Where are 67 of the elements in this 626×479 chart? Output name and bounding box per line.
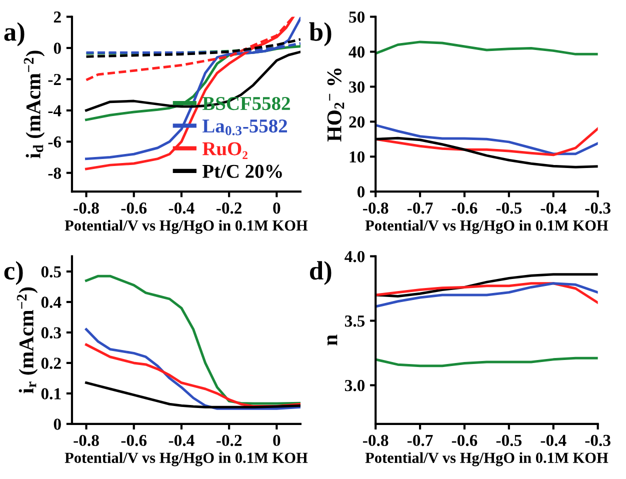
y-tick-label: 30 — [349, 81, 365, 93]
x-tick-label: -0.7 — [407, 434, 433, 446]
x-tick-label: -0.6 — [452, 202, 478, 214]
y-tick-label: 0.1 — [41, 388, 61, 400]
x-tick-label: 0 — [273, 434, 280, 446]
y-tick-label: -2 — [48, 74, 61, 85]
line-series — [85, 382, 300, 408]
text: d) — [310, 261, 332, 285]
y-axis-title: n — [327, 334, 338, 346]
x-tick-label: -0.4 — [168, 434, 194, 446]
x-tick-label: -0.8 — [74, 434, 99, 446]
line-series — [376, 356, 598, 368]
line-series — [376, 282, 598, 308]
y-tick-label: 3.0 — [344, 380, 365, 392]
y-tick-label: 50 — [349, 11, 365, 23]
x-tick-label: -0.8 — [363, 434, 388, 446]
line-series — [85, 328, 300, 410]
x-tick-label: -0.3 — [585, 202, 610, 214]
y-tick-label: 0.3 — [41, 327, 62, 338]
x-axis-title: Potential/V vs Hg/HgO in 0.1M KOH — [64, 452, 308, 466]
x-axis-title: Potential/V vs Hg/HgO in 0.1M KOH — [365, 452, 608, 466]
x-tick-label: 0 — [273, 202, 280, 214]
y-axis-title: i$_{d}$ (mAcm$^{−2}$) — [24, 50, 45, 158]
y-tick-label: 0.4 — [41, 296, 62, 308]
y-tick-label: 3.5 — [344, 315, 365, 327]
y-tick-label: 20 — [349, 116, 365, 128]
y-tick-label: 0.5 — [41, 266, 61, 278]
line-series — [85, 50, 300, 112]
x-tick-label: -0.8 — [74, 202, 99, 214]
y-axis-title: i$_{r}$ (mAcm$^{−2}$) — [16, 287, 38, 394]
x-axis-title: Potential/V vs Hg/HgO in 0.1M KOH — [64, 220, 308, 234]
x-axis-title: Potential/V vs Hg/HgO in 0.1M KOH — [365, 220, 608, 234]
text: c) — [4, 261, 23, 285]
line-series — [85, 274, 300, 405]
y-tick-label: -6 — [48, 136, 62, 148]
text: b) — [309, 22, 332, 46]
y-tick-label: 40 — [348, 46, 365, 58]
x-tick-label: -0.4 — [540, 202, 566, 214]
x-tick-label: -0.6 — [452, 434, 478, 446]
x-tick-label: -0.7 — [407, 202, 433, 214]
legend-label: La$_{0.3}$-5582 — [202, 119, 288, 136]
y-tick-label: 0 — [54, 42, 61, 54]
text: a) — [4, 22, 24, 46]
y-tick-label: 0.2 — [41, 358, 61, 369]
y-tick-label: -4 — [48, 105, 62, 116]
y-tick-label: 0 — [357, 186, 365, 198]
y-tick-label: 0 — [54, 418, 61, 430]
legend-label: Pt/C 20% — [202, 164, 282, 178]
x-tick-label: -0.3 — [585, 434, 610, 446]
y-tick-label: 4.0 — [344, 250, 365, 262]
x-tick-label: -0.4 — [168, 202, 194, 214]
y-axis-title: HO$_{2}$$^{−}$ % — [327, 68, 344, 142]
x-tick-label: -0.2 — [216, 434, 242, 446]
line-series — [376, 40, 598, 56]
x-tick-label: -0.5 — [496, 202, 522, 214]
x-tick-label: -0.8 — [363, 202, 388, 214]
x-tick-label: -0.5 — [496, 434, 522, 446]
line-series — [376, 282, 598, 304]
y-tick-label: -8 — [48, 168, 62, 179]
y-tick-label: 10 — [350, 151, 365, 163]
x-tick-label: -0.6 — [121, 434, 147, 446]
line-series — [85, 38, 300, 58]
x-tick-label: -0.2 — [216, 202, 242, 214]
legend-label: RuO₂ — [202, 142, 248, 160]
x-tick-label: -0.4 — [540, 434, 566, 446]
x-tick-label: -0.6 — [121, 202, 147, 214]
y-tick-label: 2 — [54, 12, 61, 23]
